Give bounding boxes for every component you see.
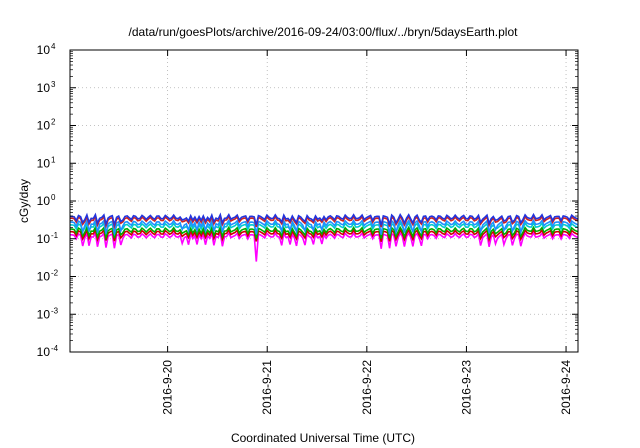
ticks <box>70 49 578 353</box>
y-tick-label: 10 <box>37 232 51 246</box>
series-line <box>70 225 579 241</box>
chart-title: /data/run/goesPlots/archive/2016-09-24/0… <box>129 25 519 39</box>
y-tick-exponent: 0 <box>51 193 56 202</box>
series-line <box>70 214 579 230</box>
y-tick-label: 10 <box>37 345 51 359</box>
series-line <box>70 227 579 243</box>
grid <box>70 49 578 353</box>
y-axis-label: cGy/day <box>17 179 31 223</box>
series-line <box>69 212 579 228</box>
y-tick-label: 10 <box>37 307 51 321</box>
y-tick-exponent: 1 <box>51 155 56 164</box>
x-tick-label: 2016-9-20 <box>161 360 175 415</box>
series-line <box>70 230 579 262</box>
y-tick-label: 10 <box>37 119 51 133</box>
y-tick-exponent: 4 <box>51 42 56 51</box>
y-tick-exponent: -2 <box>51 269 59 278</box>
x-tick-label: 2016-9-23 <box>459 360 473 415</box>
y-tick-label: 10 <box>37 194 51 208</box>
x-tick-label: 2016-9-21 <box>260 360 274 415</box>
data-series <box>69 212 579 262</box>
y-tick-exponent: 3 <box>51 80 56 89</box>
x-axis-label: Coordinated Universal Time (UTC) <box>231 431 415 445</box>
y-tick-label: 10 <box>37 270 51 284</box>
series-line <box>70 217 579 236</box>
y-tick-label: 10 <box>37 43 51 57</box>
y-tick-label: 10 <box>37 81 51 95</box>
y-tick-label: 10 <box>37 156 51 170</box>
x-tick-labels: 2016-9-20 2016-9-21 2016-9-22 2016-9-23 2016… <box>161 360 573 415</box>
x-tick-label: 2016-9-22 <box>360 360 374 415</box>
y-tick-exponent: -4 <box>51 344 59 353</box>
y-tick-exponent: 2 <box>51 118 56 127</box>
y-tick-exponent: -1 <box>51 231 59 240</box>
x-tick-label: 2016-9-24 <box>559 360 573 415</box>
y-tick-exponent: -3 <box>51 306 59 315</box>
